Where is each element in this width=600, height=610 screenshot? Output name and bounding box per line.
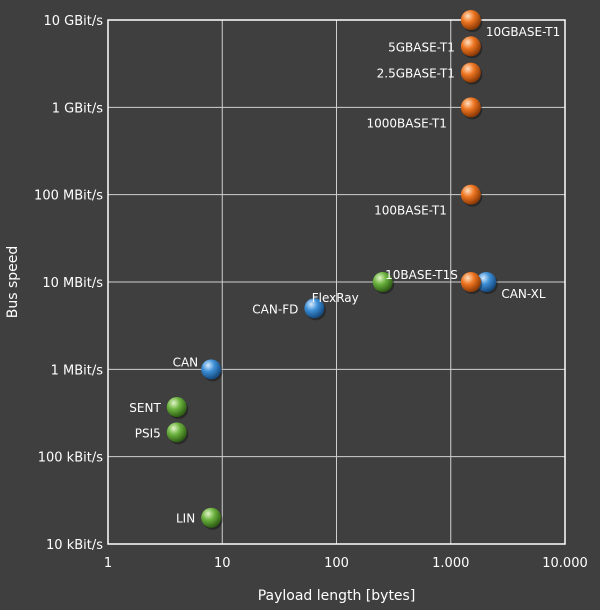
x-tick-label: 100 <box>324 556 349 571</box>
y-tick-label: 100 MBit/s <box>34 189 103 204</box>
y-axis-title: Bus speed <box>5 246 21 319</box>
x-tick-label: 1 <box>104 556 112 571</box>
data-point-label: 5GBASE-T1 <box>388 40 455 54</box>
data-point <box>460 36 481 57</box>
data-point <box>476 272 497 292</box>
data-point-label: 2.5GBASE-T1 <box>377 67 455 81</box>
data-point-label: CAN <box>173 355 199 369</box>
data-points <box>166 10 498 530</box>
data-point <box>166 422 187 443</box>
data-point-label: FlexRay <box>312 291 359 305</box>
data-point <box>460 10 481 30</box>
y-tick-label: 1 GBit/s <box>52 101 103 116</box>
plot-border <box>107 19 566 545</box>
x-tick-label: 10.000 <box>542 556 588 571</box>
data-point <box>201 507 222 528</box>
grid <box>108 20 565 544</box>
data-point-label: SENT <box>129 401 161 415</box>
data-point-label: PSI5 <box>135 426 161 440</box>
data-point <box>372 272 393 292</box>
tick-labels: 1 10 100 1.000 10.000 10 kBit/s 100 kBit/s 1 MB… <box>34 14 588 571</box>
y-tick-label: 10 kBit/s <box>46 538 103 553</box>
y-tick-label: 10 GBit/s <box>43 14 103 29</box>
data-point <box>304 298 325 319</box>
data-point <box>460 272 481 292</box>
plot-frame <box>107 19 566 545</box>
y-tick-label: 100 kBit/s <box>38 451 103 466</box>
data-point-label: 10GBASE-T1 <box>486 25 560 39</box>
data-point-label: LIN <box>176 512 195 526</box>
x-axis-title: Payload length [bytes] <box>258 588 416 604</box>
data-point-label: CAN-XL <box>501 287 546 301</box>
data-point <box>460 97 481 118</box>
data-point <box>166 397 187 418</box>
data-point-label: 1000BASE-T1 <box>366 116 446 130</box>
y-tick-label: 1 MBit/s <box>51 363 104 378</box>
point-labels: LIN PSI5 SENT CAN CAN-FD FlexRay CAN-XL 10BASE-… <box>129 25 560 526</box>
data-point <box>460 62 481 83</box>
x-tick-label: 10 <box>214 556 231 571</box>
y-tick-label: 10 MBit/s <box>42 276 103 291</box>
data-point <box>460 184 481 205</box>
data-point <box>201 359 222 380</box>
data-point-label: 100BASE-T1 <box>374 204 447 218</box>
data-point-label: CAN-FD <box>252 302 298 316</box>
x-tick-label: 1.000 <box>432 556 469 571</box>
data-point-label: 10BASE-T1S <box>385 268 458 282</box>
